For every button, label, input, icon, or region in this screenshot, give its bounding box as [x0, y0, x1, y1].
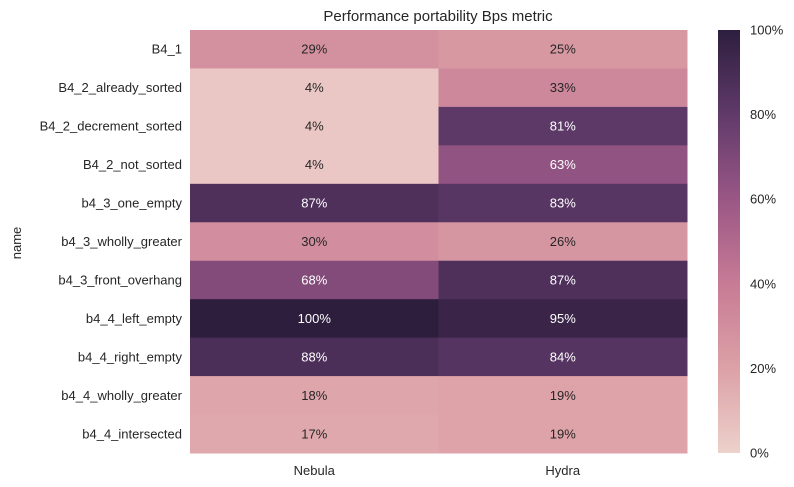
row-label: b4_3_one_empty — [82, 196, 183, 211]
cell-value-label: 17% — [301, 426, 327, 441]
column-labels: Nebula Hydra — [294, 463, 581, 478]
heatmap-cell — [438, 222, 688, 262]
cell-value-label: 88% — [301, 349, 327, 364]
cell-value-label: 19% — [550, 388, 576, 403]
cell-value-label: 33% — [550, 80, 576, 95]
colorbar — [718, 30, 740, 453]
heatmap-cell — [438, 299, 688, 339]
heatmap-cell — [190, 106, 439, 146]
row-label: b4_4_wholly_greater — [61, 388, 182, 403]
heatmap-cell — [438, 183, 688, 223]
cell-value-label: 25% — [550, 42, 576, 57]
heatmap-cell — [438, 106, 688, 146]
cell-value-label: 30% — [301, 234, 327, 249]
heatmap-cell — [190, 145, 439, 185]
cell-value-label: 4% — [305, 157, 324, 172]
cell-value-label: 95% — [550, 311, 576, 326]
heatmap-cell — [190, 68, 439, 108]
heatmap-cell — [190, 337, 439, 377]
heatmap-cell — [190, 30, 439, 69]
column-label: Nebula — [294, 463, 336, 478]
heatmap-cell — [190, 414, 439, 454]
heatmap-cells: 29% 25% 4% 33% 4% 81% 4% 63% 87% 83% 30% 26% 68% 87% 1… — [190, 30, 688, 454]
column-label: Hydra — [545, 463, 580, 478]
cell-value-label: 4% — [305, 119, 324, 134]
colorbar-tick-label: 20% — [750, 361, 776, 376]
colorbar-ticks: 0% 20% 40% 60% 80% 100% — [750, 23, 784, 461]
row-label: b4_4_right_empty — [78, 349, 183, 364]
colorbar-tick-label: 40% — [750, 276, 776, 291]
heatmap-cell — [190, 222, 439, 262]
colorbar-tick-label: 100% — [750, 23, 784, 38]
row-label: B4_2_already_sorted — [58, 80, 182, 95]
row-label: B4_2_not_sorted — [83, 157, 182, 172]
row-label: b4_3_front_overhang — [58, 272, 182, 287]
heatmap-cell — [438, 414, 688, 454]
cell-value-label: 87% — [301, 196, 327, 211]
row-label: b4_3_wholly_greater — [61, 234, 182, 249]
cell-value-label: 84% — [550, 349, 576, 364]
cell-value-label: 29% — [301, 42, 327, 57]
heatmap-cell — [190, 299, 439, 339]
cell-value-label: 26% — [550, 234, 576, 249]
row-label: b4_4_intersected — [82, 426, 182, 441]
colorbar-tick-label: 60% — [750, 192, 776, 207]
cell-value-label: 63% — [550, 157, 576, 172]
heatmap-cell — [438, 68, 688, 108]
heatmap-cell — [438, 145, 688, 185]
colorbar-tick-label: 0% — [750, 446, 769, 461]
heatmap-cell — [438, 30, 688, 69]
cell-value-label: 87% — [550, 272, 576, 287]
row-label: B4_2_decrement_sorted — [40, 119, 182, 134]
row-label: B4_1 — [152, 42, 182, 57]
row-label: b4_4_left_empty — [86, 311, 183, 326]
heatmap-cell — [438, 376, 688, 416]
heatmap-cell — [438, 337, 688, 377]
heatmap-cell — [190, 183, 439, 223]
heatmap-cell — [438, 260, 688, 300]
cell-value-label: 100% — [298, 311, 332, 326]
cell-value-label: 18% — [301, 388, 327, 403]
heatmap-cell — [190, 376, 439, 416]
cell-value-label: 68% — [301, 272, 327, 287]
row-labels: B4_1 B4_2_already_sorted B4_2_decrement_so… — [40, 42, 183, 442]
heatmap-cell — [190, 260, 439, 300]
cell-value-label: 19% — [550, 426, 576, 441]
cell-value-label: 4% — [305, 80, 324, 95]
cell-value-label: 81% — [550, 119, 576, 134]
y-axis-label: name — [9, 227, 24, 260]
colorbar-tick-label: 80% — [750, 107, 776, 122]
chart-title: Performance portability Bps metric — [323, 8, 553, 25]
cell-value-label: 83% — [550, 196, 576, 211]
